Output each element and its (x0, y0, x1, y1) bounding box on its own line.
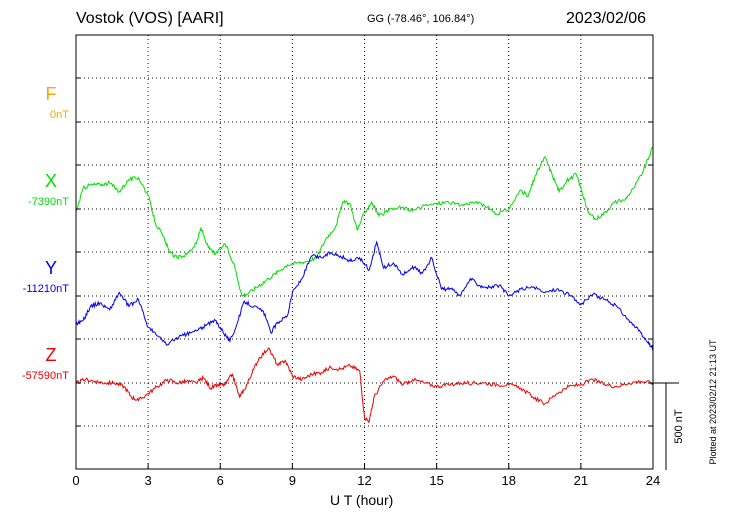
series-baseline-X: -7390nT (28, 196, 69, 208)
series-baseline-F: 0nT (50, 109, 69, 121)
x-tick-label: 3 (145, 473, 152, 488)
x-tick-label: 21 (574, 473, 588, 488)
x-tick-label: 0 (72, 473, 79, 488)
series-baseline-Z: -57590nT (22, 370, 69, 382)
grid-layer (76, 35, 653, 469)
x-tick-label: 6 (217, 473, 224, 488)
series-line-Z (75, 347, 654, 423)
ticks-layer: 0 3 6 9 12 15 18 21 24 (72, 34, 679, 488)
series-name-F: F (46, 84, 57, 104)
plotted-at-label: Plotted at 2023/02/12 21:13 UT (708, 339, 718, 465)
x-tick-label: 18 (502, 473, 516, 488)
series-line-X (75, 146, 654, 298)
station-title: Vostok (VOS) [AARI] (76, 10, 224, 27)
series-line-Y (75, 240, 654, 351)
series-name-Z: Z (46, 345, 57, 365)
x-tick-label: 9 (289, 473, 296, 488)
series-baseline-Y: -11210nT (23, 283, 70, 295)
x-tick-label: 12 (357, 473, 371, 488)
scale-bar-label: 500 nT (673, 409, 685, 444)
x-tick-label: 15 (429, 473, 443, 488)
date-label: 2023/02/06 (566, 10, 647, 27)
x-tick-label: 24 (646, 473, 660, 488)
series-name-Y: Y (45, 258, 57, 278)
labels-layer: F 0nT X -7390nT Y -11210nT Z -57590nT 500 nT Plot… (22, 84, 718, 465)
x-axis-label: U T (hour) (330, 492, 394, 508)
series-name-X: X (45, 171, 57, 191)
coordinates-label: GG (-78.46°, 106.84°) (367, 13, 475, 25)
series-layer (75, 146, 654, 423)
